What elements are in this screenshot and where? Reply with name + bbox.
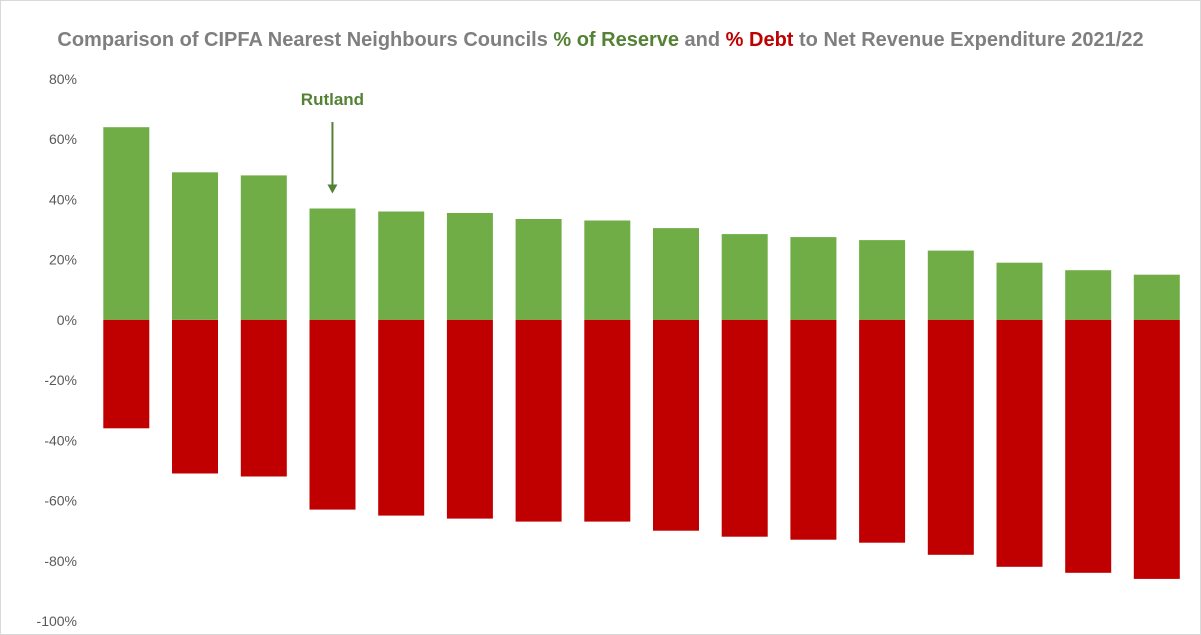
debt-bar (378, 319, 425, 516)
title-reserve: % of Reserve (553, 29, 679, 51)
rutland-arrow-head (327, 184, 338, 194)
reserve-bar (103, 127, 150, 320)
debt-bar (240, 319, 287, 477)
reserve-bar (653, 228, 699, 320)
reserve-bar (927, 250, 974, 320)
reserve-bar (446, 213, 493, 320)
chart-title: Comparison of CIPFA Nearest Neighbours C… (1, 29, 1200, 52)
y-tick-label: 80% (49, 71, 77, 87)
debt-bar (1065, 319, 1112, 573)
debt-bar (790, 319, 837, 540)
y-tick-label: 20% (49, 252, 77, 268)
rutland-annotation-label: Rutland (301, 90, 364, 109)
title-part-1: Comparison of CIPFA Nearest Neighbours C… (57, 29, 554, 51)
reserve-bar (584, 220, 631, 320)
reserve-bar (790, 237, 837, 320)
debt-bar (721, 319, 768, 537)
title-debt: % Debt (725, 29, 794, 51)
debt-bar (172, 319, 218, 474)
debt-bar (653, 319, 699, 531)
debt-bar (996, 319, 1043, 567)
reserve-bar (859, 240, 906, 320)
reserve-bar (721, 234, 768, 320)
reserve-bar (1133, 274, 1180, 320)
y-tick-label: -80% (44, 553, 77, 569)
reserve-bar (172, 172, 218, 320)
y-tick-label: 60% (49, 131, 77, 147)
y-tick-label: 40% (49, 191, 77, 207)
y-tick-label: -60% (44, 493, 77, 509)
y-tick-label: -40% (44, 432, 77, 448)
title-part-3: to Net Revenue Expenditure 2021/22 (793, 29, 1144, 51)
debt-bar (859, 319, 906, 543)
debt-bar (309, 319, 356, 510)
reserve-bar (240, 175, 287, 320)
y-tick-label: 0% (57, 312, 77, 328)
debt-bar (515, 319, 562, 522)
reserve-bar (1065, 270, 1112, 320)
reserve-bar (378, 211, 425, 320)
debt-bar (1133, 319, 1180, 579)
reserve-bar (515, 219, 562, 320)
debt-bar (584, 319, 631, 522)
title-part-2: and (679, 29, 726, 51)
y-tick-label: -100% (37, 613, 77, 629)
debt-bar (103, 319, 150, 429)
y-tick-label: -20% (44, 372, 77, 388)
reserve-bar (309, 208, 356, 320)
debt-bar (927, 319, 974, 555)
debt-bar (446, 319, 493, 519)
reserve-bar (996, 262, 1043, 320)
